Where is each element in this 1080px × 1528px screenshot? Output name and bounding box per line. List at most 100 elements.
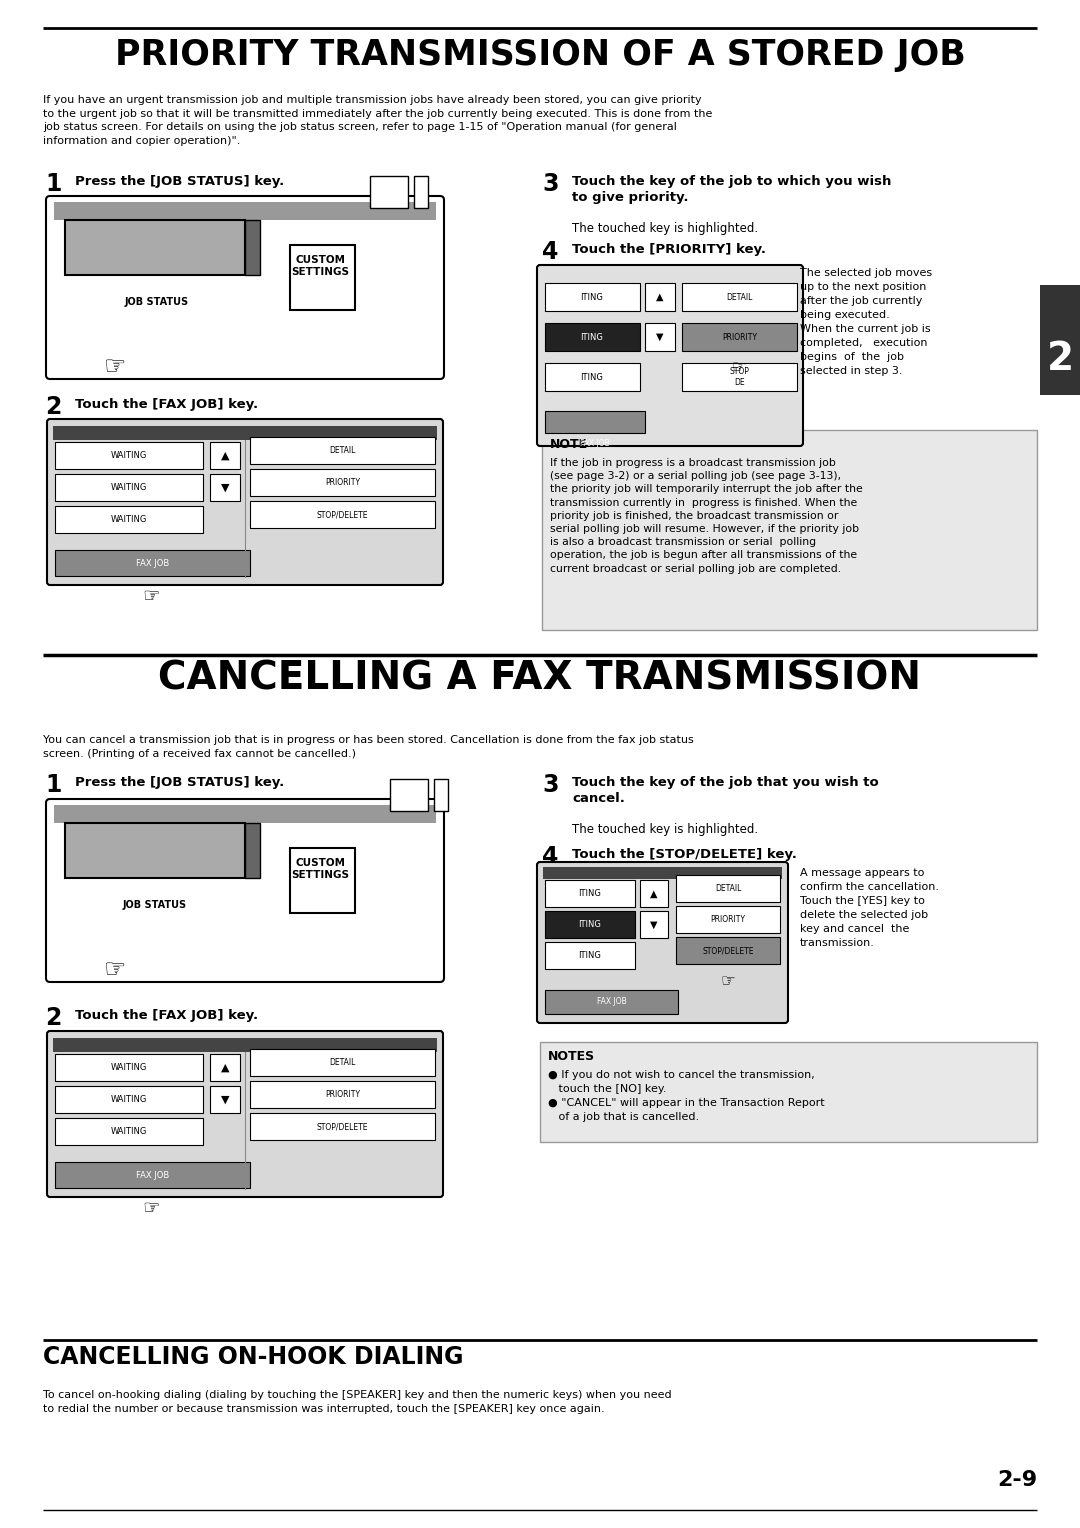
Bar — [390, 779, 428, 811]
Bar — [676, 876, 780, 902]
Bar — [55, 1054, 203, 1080]
Bar — [53, 426, 437, 440]
Bar — [53, 1038, 437, 1051]
Text: ☞: ☞ — [104, 958, 126, 983]
Text: The touched key is highlighted.: The touched key is highlighted. — [572, 222, 758, 235]
Text: 2: 2 — [1047, 341, 1074, 377]
Bar — [54, 805, 436, 824]
Text: CUSTOM
SETTINGS: CUSTOM SETTINGS — [291, 255, 349, 277]
Bar — [545, 990, 678, 1015]
Text: Touch the [STOP/DELETE] key.: Touch the [STOP/DELETE] key. — [572, 848, 797, 860]
Text: Press the [JOB STATUS] key.: Press the [JOB STATUS] key. — [75, 776, 284, 788]
Text: WAITING: WAITING — [111, 1128, 147, 1135]
Bar — [681, 283, 797, 312]
Bar — [249, 501, 435, 529]
Bar — [545, 911, 635, 938]
Bar — [245, 824, 260, 879]
Bar — [681, 364, 797, 391]
Bar — [55, 474, 203, 501]
Text: CANCELLING ON-HOOK DIALING: CANCELLING ON-HOOK DIALING — [43, 1345, 463, 1369]
Text: WAITING: WAITING — [111, 1096, 147, 1105]
Text: DETAIL: DETAIL — [715, 885, 741, 892]
Bar — [681, 322, 797, 351]
Text: Touch the [PRIORITY] key.: Touch the [PRIORITY] key. — [572, 243, 766, 257]
Bar — [55, 1086, 203, 1112]
Bar — [291, 244, 355, 310]
Bar — [676, 937, 780, 964]
Bar — [55, 1118, 203, 1144]
Text: ☞: ☞ — [143, 1199, 160, 1218]
Bar — [55, 1161, 249, 1187]
Text: ● If you do not wish to cancel the transmission,
   touch the [NO] key.
● "CANCE: ● If you do not wish to cancel the trans… — [548, 1070, 825, 1122]
Text: ▲: ▲ — [650, 888, 658, 898]
FancyBboxPatch shape — [48, 1031, 443, 1196]
Bar — [545, 941, 635, 969]
Bar — [370, 176, 408, 208]
Text: 3: 3 — [542, 773, 558, 798]
Bar — [54, 202, 436, 220]
Bar — [291, 848, 355, 914]
Text: 1: 1 — [45, 773, 62, 798]
Text: CUSTOM
SETTINGS: CUSTOM SETTINGS — [291, 859, 349, 880]
FancyBboxPatch shape — [46, 799, 444, 983]
Bar — [65, 220, 245, 275]
Bar — [65, 824, 245, 879]
Text: The touched key is highlighted.: The touched key is highlighted. — [572, 824, 758, 836]
Bar — [545, 411, 645, 432]
Text: ▲: ▲ — [220, 1062, 229, 1073]
Text: ☞: ☞ — [104, 354, 126, 379]
Text: DETAIL: DETAIL — [329, 446, 355, 455]
Text: CANCELLING A FAX TRANSMISSION: CANCELLING A FAX TRANSMISSION — [159, 660, 921, 698]
Text: WAITING: WAITING — [111, 483, 147, 492]
Bar — [210, 1086, 240, 1112]
Text: You can cancel a transmission job that is in progress or has been stored. Cancel: You can cancel a transmission job that i… — [43, 735, 693, 758]
Text: ☞: ☞ — [143, 587, 160, 607]
Bar — [545, 322, 640, 351]
Text: FAX JOB: FAX JOB — [136, 559, 170, 567]
Text: ITING: ITING — [579, 920, 602, 929]
Text: If the job in progress is a broadcast transmission job
(see page 3-2) or a seria: If the job in progress is a broadcast tr… — [550, 458, 863, 573]
Text: JOB STATUS: JOB STATUS — [123, 900, 187, 911]
Text: ▼: ▼ — [220, 1094, 229, 1105]
Bar — [545, 880, 635, 908]
Text: ▲: ▲ — [657, 292, 664, 303]
Text: NOTES: NOTES — [548, 1050, 595, 1063]
Text: STOP/DELETE: STOP/DELETE — [316, 510, 368, 520]
Bar — [434, 779, 448, 811]
Text: PRIORITY TRANSMISSION OF A STORED JOB: PRIORITY TRANSMISSION OF A STORED JOB — [114, 38, 966, 72]
Bar — [645, 322, 675, 351]
FancyBboxPatch shape — [540, 1042, 1037, 1141]
FancyBboxPatch shape — [542, 429, 1037, 630]
Text: 2-9: 2-9 — [997, 1470, 1037, 1490]
Text: If you have an urgent transmission job and multiple transmission jobs have alrea: If you have an urgent transmission job a… — [43, 95, 713, 145]
Text: 4: 4 — [542, 240, 558, 264]
Text: FAX JOB: FAX JOB — [136, 1170, 170, 1180]
Bar — [210, 1054, 240, 1080]
Text: ITING: ITING — [579, 950, 602, 960]
Text: FAX JOB: FAX JOB — [596, 998, 626, 1007]
Text: DETAIL: DETAIL — [727, 292, 753, 301]
Text: PRIORITY: PRIORITY — [325, 478, 360, 487]
Text: PRIORITY: PRIORITY — [711, 915, 745, 924]
Text: 3: 3 — [542, 173, 558, 196]
Text: Touch the key of the job to which you wish
to give priority.: Touch the key of the job to which you wi… — [572, 176, 891, 205]
Text: Touch the [FAX JOB] key.: Touch the [FAX JOB] key. — [75, 397, 258, 411]
Bar — [249, 437, 435, 465]
Bar — [640, 880, 669, 908]
Text: ▼: ▼ — [650, 920, 658, 929]
Bar — [210, 474, 240, 501]
Text: ITING: ITING — [581, 373, 604, 382]
Bar — [645, 283, 675, 312]
Bar — [249, 1112, 435, 1140]
Bar — [245, 220, 260, 275]
Bar — [543, 866, 782, 879]
FancyBboxPatch shape — [46, 196, 444, 379]
Text: WAITING: WAITING — [111, 1063, 147, 1073]
Bar — [545, 283, 640, 312]
Text: WAITING: WAITING — [111, 451, 147, 460]
Text: 2: 2 — [45, 396, 62, 419]
Text: ITING: ITING — [581, 292, 604, 301]
Bar — [545, 364, 640, 391]
Text: Press the [JOB STATUS] key.: Press the [JOB STATUS] key. — [75, 176, 284, 188]
Text: NOTE: NOTE — [550, 439, 589, 451]
